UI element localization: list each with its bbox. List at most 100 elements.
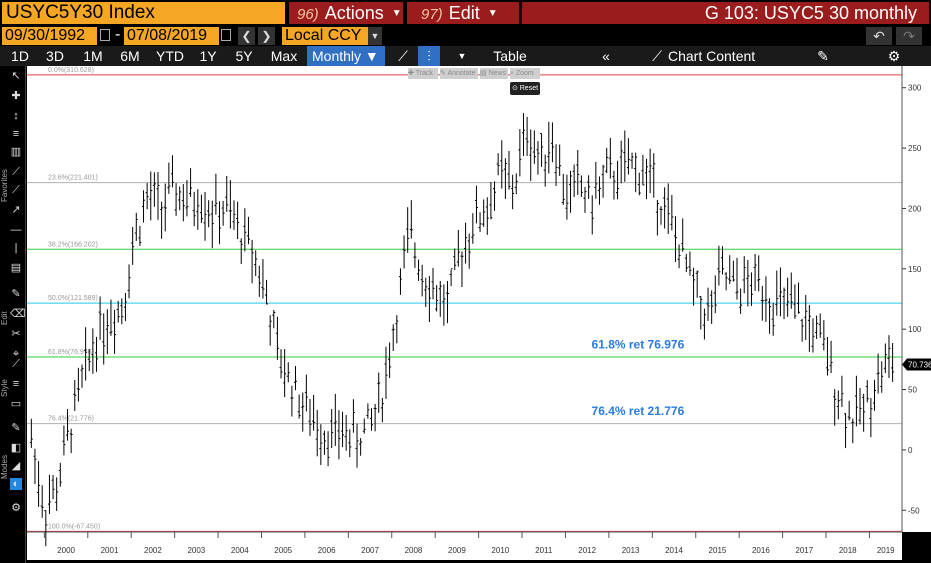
- drawing-tools-rail: ↖ ✚ ↕ ≡ ▥ ⟋ ⟋ ↗ — | ▤ Favorites ✎ ⌫ ✂ ⌖ …: [0, 66, 26, 563]
- start-date-field[interactable]: 09/30/1992: [2, 27, 97, 45]
- crosshair-icon[interactable]: ✚: [11, 90, 21, 102]
- fib-level-label: 76.4%(21.776): [48, 416, 94, 423]
- x-axis-area: [27, 532, 902, 560]
- line-chart-icon[interactable]: ⟋: [398, 48, 408, 64]
- annotate-tool[interactable]: ✎ Annotate: [440, 68, 478, 79]
- period-3d[interactable]: 3D: [46, 48, 64, 64]
- annotate-label: Annotate: [447, 70, 476, 77]
- reset-label: Reset: [519, 85, 539, 92]
- x-tick-label: 2007: [361, 546, 379, 555]
- line-width-icon[interactable]: ≡: [12, 378, 20, 390]
- fib-level-label: 61.8%(76.976): [48, 349, 94, 356]
- news-tool[interactable]: ▤ News: [480, 68, 508, 79]
- calendar-icon[interactable]: [100, 29, 110, 41]
- undo-icon[interactable]: ↶: [866, 27, 892, 45]
- zoom-tool[interactable]: ⌕ Zoom: [510, 68, 540, 79]
- y-tick-label: 150: [908, 265, 922, 274]
- trend-icon[interactable]: ↕: [13, 110, 19, 122]
- fib-level-label: 50.0%(121.589): [48, 295, 98, 302]
- bar-chart-icon[interactable]: ⫶: [418, 46, 440, 66]
- last-value-label: 70.736: [908, 361, 931, 370]
- previous-arrow-icon[interactable]: ❮: [238, 27, 255, 45]
- edit-menu-button[interactable]: 97) Edit ▼: [407, 2, 519, 24]
- brush-icon[interactable]: ⟋: [12, 166, 20, 178]
- x-tick-label: 2001: [101, 546, 119, 555]
- edit-pencil-icon[interactable]: ✎: [817, 48, 829, 64]
- period-max[interactable]: Max: [270, 48, 298, 64]
- chevron-down-icon[interactable]: ▼: [368, 27, 382, 45]
- x-tick-label: 2015: [709, 546, 727, 555]
- magnet-mode-icon[interactable]: ◢: [11, 460, 21, 472]
- fib-level-label: 38.2%(166.202): [48, 241, 98, 248]
- period-1y[interactable]: 1Y: [199, 48, 217, 64]
- horizontal-line-icon[interactable]: —: [10, 224, 22, 236]
- x-tick-label: 2019: [877, 546, 895, 555]
- collapse-panel-icon[interactable]: «: [602, 48, 610, 64]
- period-5y[interactable]: 5Y: [235, 48, 253, 64]
- channel-icon[interactable]: ▥: [10, 146, 22, 158]
- y-tick-label: 200: [908, 204, 922, 213]
- cut-icon[interactable]: ✂: [11, 328, 21, 340]
- y-tick-label: 250: [908, 144, 922, 153]
- fib-level-label: 0.0%(310.628): [48, 67, 94, 74]
- x-tick-label: 2018: [839, 546, 857, 555]
- ticker-field[interactable]: USYC5Y30 Index: [2, 2, 285, 24]
- pointer-icon[interactable]: ↖: [11, 70, 21, 82]
- x-tick-label: 2016: [752, 546, 770, 555]
- y-tick-label: 300: [908, 84, 922, 93]
- line-style-icon[interactable]: ⟋: [12, 358, 20, 370]
- x-tick-label: 2012: [578, 546, 596, 555]
- text-style-icon[interactable]: ▭: [10, 398, 22, 410]
- x-tick-label: 2017: [795, 546, 813, 555]
- table-button[interactable]: Table: [493, 48, 527, 64]
- actions-menu-button[interactable]: 96) Actions ▼: [289, 2, 403, 24]
- reset-button[interactable]: ⊙ Reset: [510, 82, 540, 95]
- x-tick-label: 2010: [491, 546, 509, 555]
- chart-area[interactable]: [27, 66, 902, 532]
- actions-label: Actions: [324, 3, 384, 23]
- frequency-select[interactable]: Monthly ▼: [307, 46, 385, 66]
- pattern-icon[interactable]: ▤: [10, 262, 22, 274]
- settings-gear-icon[interactable]: ⚙: [11, 502, 21, 514]
- period-6m[interactable]: 6M: [120, 48, 140, 64]
- y-tick-label: -50: [908, 506, 920, 515]
- redo-icon[interactable]: ↷: [896, 27, 922, 45]
- chart-type-dropdown-icon[interactable]: ▼: [457, 51, 467, 61]
- currency-select[interactable]: Local CCY: [282, 27, 368, 45]
- gear-icon[interactable]: ⚙: [887, 48, 901, 64]
- period-1d[interactable]: 1D: [11, 48, 29, 64]
- eraser-icon[interactable]: ⌫: [10, 308, 26, 320]
- last-value-tag: [902, 358, 931, 371]
- color-mode-icon[interactable]: ◐: [10, 478, 22, 490]
- y-tick-label: 50: [908, 386, 917, 395]
- edit-shortcut: 97): [421, 6, 443, 23]
- vertical-line-icon[interactable]: |: [14, 242, 18, 254]
- draw-mode-icon[interactable]: ✎: [11, 422, 21, 434]
- arrow-icon[interactable]: ↗: [11, 204, 21, 216]
- calendar-icon[interactable]: [221, 29, 231, 41]
- y-axis-area: [902, 66, 931, 532]
- fib-level-label: 100.0%(-67.450): [48, 523, 100, 530]
- pen-icon[interactable]: ✎: [11, 288, 21, 300]
- actions-shortcut: 96): [297, 6, 319, 23]
- lock-mode-icon[interactable]: ◧: [10, 442, 22, 454]
- x-tick-label: 2003: [187, 546, 205, 555]
- period-ytd[interactable]: YTD: [156, 48, 184, 64]
- chevron-down-icon: ▼: [487, 8, 498, 20]
- ray-icon[interactable]: ⟋: [12, 184, 20, 196]
- chevron-down-icon: ▼: [391, 8, 402, 20]
- track-tool[interactable]: ✚ Track: [408, 68, 438, 79]
- period-1m[interactable]: 1M: [83, 48, 103, 64]
- end-date-field[interactable]: 07/08/2019: [124, 27, 219, 45]
- fibonacci-icon[interactable]: ≡: [12, 128, 20, 140]
- x-tick-label: 2006: [318, 546, 336, 555]
- frequency-label: Monthly: [312, 48, 362, 64]
- chevron-down-icon: ▼: [364, 48, 379, 64]
- retracement-annotation: 76.4% ret 21.776: [592, 404, 685, 418]
- chart-content-button[interactable]: Chart Content: [668, 48, 756, 64]
- next-arrow-icon[interactable]: ❯: [258, 27, 275, 45]
- cursor-icon[interactable]: ⌖: [12, 348, 20, 360]
- x-tick-label: 2014: [665, 546, 683, 555]
- chart-content-icon[interactable]: ⟋: [652, 48, 662, 64]
- fib-level-label: 23.6%(221.401): [48, 175, 98, 182]
